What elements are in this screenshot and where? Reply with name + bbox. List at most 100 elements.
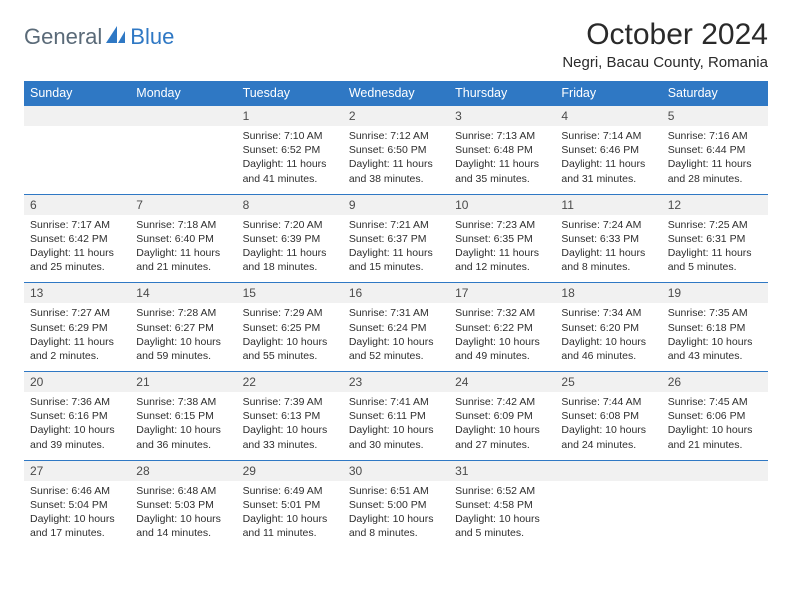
- info-cell: [555, 481, 661, 549]
- sunrise-text: Sunrise: 7:28 AM: [136, 306, 230, 320]
- date-cell: 19: [662, 283, 768, 304]
- info-row: Sunrise: 7:10 AMSunset: 6:52 PMDaylight:…: [24, 126, 768, 194]
- info-cell: Sunrise: 7:31 AMSunset: 6:24 PMDaylight:…: [343, 303, 449, 371]
- sunrise-text: Sunrise: 7:39 AM: [243, 395, 337, 409]
- date-cell: 10: [449, 194, 555, 215]
- sunrise-text: Sunrise: 7:45 AM: [668, 395, 762, 409]
- date-cell: 27: [24, 460, 130, 481]
- info-cell: Sunrise: 7:39 AMSunset: 6:13 PMDaylight:…: [237, 392, 343, 460]
- logo-text-general: General: [24, 24, 102, 50]
- date-cell: 15: [237, 283, 343, 304]
- daylight-text: Daylight: 11 hours and 28 minutes.: [668, 157, 762, 185]
- info-cell: Sunrise: 7:42 AMSunset: 6:09 PMDaylight:…: [449, 392, 555, 460]
- info-row: Sunrise: 7:27 AMSunset: 6:29 PMDaylight:…: [24, 303, 768, 371]
- date-row: 13141516171819: [24, 283, 768, 304]
- calendar-table: Sunday Monday Tuesday Wednesday Thursday…: [24, 81, 768, 548]
- info-cell: Sunrise: 6:49 AMSunset: 5:01 PMDaylight:…: [237, 481, 343, 549]
- sunset-text: Sunset: 6:09 PM: [455, 409, 549, 423]
- info-cell: Sunrise: 7:27 AMSunset: 6:29 PMDaylight:…: [24, 303, 130, 371]
- sunset-text: Sunset: 6:22 PM: [455, 321, 549, 335]
- sunrise-text: Sunrise: 7:34 AM: [561, 306, 655, 320]
- sunset-text: Sunset: 6:42 PM: [30, 232, 124, 246]
- sunset-text: Sunset: 6:11 PM: [349, 409, 443, 423]
- date-cell: 2: [343, 106, 449, 127]
- info-cell: Sunrise: 7:44 AMSunset: 6:08 PMDaylight:…: [555, 392, 661, 460]
- info-cell: Sunrise: 7:29 AMSunset: 6:25 PMDaylight:…: [237, 303, 343, 371]
- date-cell: 23: [343, 372, 449, 393]
- date-cell: [555, 460, 661, 481]
- sunset-text: Sunset: 6:08 PM: [561, 409, 655, 423]
- info-cell: Sunrise: 7:17 AMSunset: 6:42 PMDaylight:…: [24, 215, 130, 283]
- sunrise-text: Sunrise: 6:51 AM: [349, 484, 443, 498]
- date-row: 2728293031: [24, 460, 768, 481]
- daylight-text: Daylight: 10 hours and 43 minutes.: [668, 335, 762, 363]
- sunset-text: Sunset: 6:52 PM: [243, 143, 337, 157]
- sunset-text: Sunset: 6:29 PM: [30, 321, 124, 335]
- weekday-header-row: Sunday Monday Tuesday Wednesday Thursday…: [24, 81, 768, 106]
- daylight-text: Daylight: 11 hours and 18 minutes.: [243, 246, 337, 274]
- sunrise-text: Sunrise: 7:27 AM: [30, 306, 124, 320]
- sunrise-text: Sunrise: 7:36 AM: [30, 395, 124, 409]
- weekday-header: Saturday: [662, 81, 768, 106]
- info-cell: Sunrise: 6:46 AMSunset: 5:04 PMDaylight:…: [24, 481, 130, 549]
- info-cell: Sunrise: 7:23 AMSunset: 6:35 PMDaylight:…: [449, 215, 555, 283]
- info-cell: Sunrise: 7:14 AMSunset: 6:46 PMDaylight:…: [555, 126, 661, 194]
- info-cell: Sunrise: 6:48 AMSunset: 5:03 PMDaylight:…: [130, 481, 236, 549]
- weekday-header: Monday: [130, 81, 236, 106]
- sunrise-text: Sunrise: 7:23 AM: [455, 218, 549, 232]
- daylight-text: Daylight: 10 hours and 11 minutes.: [243, 512, 337, 540]
- sunset-text: Sunset: 5:03 PM: [136, 498, 230, 512]
- daylight-text: Daylight: 10 hours and 17 minutes.: [30, 512, 124, 540]
- info-cell: Sunrise: 7:10 AMSunset: 6:52 PMDaylight:…: [237, 126, 343, 194]
- daylight-text: Daylight: 10 hours and 8 minutes.: [349, 512, 443, 540]
- daylight-text: Daylight: 11 hours and 8 minutes.: [561, 246, 655, 274]
- date-row: 6789101112: [24, 194, 768, 215]
- sunset-text: Sunset: 6:35 PM: [455, 232, 549, 246]
- daylight-text: Daylight: 10 hours and 5 minutes.: [455, 512, 549, 540]
- date-row: 20212223242526: [24, 372, 768, 393]
- date-cell: 16: [343, 283, 449, 304]
- location: Negri, Bacau County, Romania: [562, 54, 768, 71]
- date-cell: 4: [555, 106, 661, 127]
- daylight-text: Daylight: 10 hours and 55 minutes.: [243, 335, 337, 363]
- sunset-text: Sunset: 6:50 PM: [349, 143, 443, 157]
- info-cell: Sunrise: 7:36 AMSunset: 6:16 PMDaylight:…: [24, 392, 130, 460]
- weekday-header: Tuesday: [237, 81, 343, 106]
- date-cell: 24: [449, 372, 555, 393]
- sunrise-text: Sunrise: 7:25 AM: [668, 218, 762, 232]
- info-cell: Sunrise: 6:52 AMSunset: 4:58 PMDaylight:…: [449, 481, 555, 549]
- date-cell: 14: [130, 283, 236, 304]
- sunrise-text: Sunrise: 7:38 AM: [136, 395, 230, 409]
- info-cell: Sunrise: 7:25 AMSunset: 6:31 PMDaylight:…: [662, 215, 768, 283]
- sunset-text: Sunset: 6:16 PM: [30, 409, 124, 423]
- daylight-text: Daylight: 11 hours and 2 minutes.: [30, 335, 124, 363]
- daylight-text: Daylight: 10 hours and 33 minutes.: [243, 423, 337, 451]
- info-cell: Sunrise: 7:16 AMSunset: 6:44 PMDaylight:…: [662, 126, 768, 194]
- sunset-text: Sunset: 6:15 PM: [136, 409, 230, 423]
- sunrise-text: Sunrise: 7:21 AM: [349, 218, 443, 232]
- sunrise-text: Sunrise: 7:17 AM: [30, 218, 124, 232]
- info-cell: [662, 481, 768, 549]
- date-cell: [24, 106, 130, 127]
- daylight-text: Daylight: 10 hours and 24 minutes.: [561, 423, 655, 451]
- weekday-header: Sunday: [24, 81, 130, 106]
- daylight-text: Daylight: 11 hours and 38 minutes.: [349, 157, 443, 185]
- date-cell: 21: [130, 372, 236, 393]
- weekday-header: Friday: [555, 81, 661, 106]
- sunrise-text: Sunrise: 7:41 AM: [349, 395, 443, 409]
- info-row: Sunrise: 7:36 AMSunset: 6:16 PM Daylight:…: [24, 392, 768, 460]
- date-cell: 22: [237, 372, 343, 393]
- daylight-text: Daylight: 11 hours and 41 minutes.: [243, 157, 337, 185]
- sunset-text: Sunset: 5:04 PM: [30, 498, 124, 512]
- month-title: October 2024: [562, 18, 768, 52]
- sunrise-text: Sunrise: 7:12 AM: [349, 129, 443, 143]
- sunrise-text: Sunrise: 7:10 AM: [243, 129, 337, 143]
- title-block: October 2024 Negri, Bacau County, Romani…: [562, 18, 768, 71]
- info-cell: Sunrise: 7:38 AMSunset: 6:15 PMDaylight:…: [130, 392, 236, 460]
- daylight-text: Daylight: 10 hours and 49 minutes.: [455, 335, 549, 363]
- info-cell: Sunrise: 7:21 AMSunset: 6:37 PMDaylight:…: [343, 215, 449, 283]
- info-cell: Sunrise: 7:35 AMSunset: 6:18 PMDaylight:…: [662, 303, 768, 371]
- date-cell: 8: [237, 194, 343, 215]
- date-cell: 12: [662, 194, 768, 215]
- sunset-text: Sunset: 6:31 PM: [668, 232, 762, 246]
